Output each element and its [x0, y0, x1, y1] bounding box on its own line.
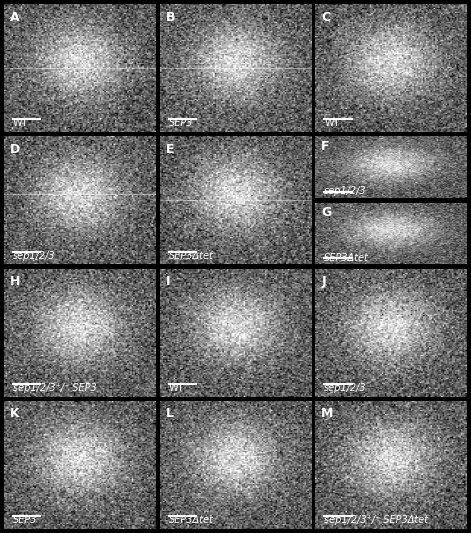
Text: B: B	[166, 11, 175, 23]
Text: SEP3Δtet: SEP3Δtet	[169, 515, 213, 525]
Text: G: G	[321, 206, 332, 219]
Text: A: A	[10, 11, 19, 23]
Text: WT: WT	[169, 383, 184, 393]
Text: SEP3: SEP3	[13, 515, 37, 525]
Text: WT: WT	[13, 118, 28, 128]
Text: L: L	[166, 407, 174, 420]
Text: C: C	[321, 11, 331, 23]
Text: D: D	[10, 143, 20, 156]
Text: SEP3Δtet: SEP3Δtet	[325, 253, 369, 263]
Text: sep1/2/3: sep1/2/3	[325, 187, 367, 197]
Text: sep1/2/3⁺/⁻ SEP3: sep1/2/3⁺/⁻ SEP3	[13, 383, 97, 393]
Text: F: F	[321, 140, 330, 152]
Text: J: J	[321, 275, 326, 288]
Text: H: H	[10, 275, 20, 288]
Text: K: K	[10, 407, 19, 420]
Text: sep1/2/3: sep1/2/3	[325, 383, 367, 393]
Text: WT: WT	[325, 118, 340, 128]
Text: SEP3Δtet: SEP3Δtet	[169, 251, 213, 261]
Text: sep1/2/3⁺/⁻ SEP3Δtet: sep1/2/3⁺/⁻ SEP3Δtet	[325, 515, 429, 525]
Text: sep1/2/3: sep1/2/3	[13, 251, 56, 261]
Text: M: M	[321, 407, 334, 420]
Text: SEP3: SEP3	[169, 118, 193, 128]
Text: E: E	[166, 143, 174, 156]
Text: I: I	[166, 275, 170, 288]
